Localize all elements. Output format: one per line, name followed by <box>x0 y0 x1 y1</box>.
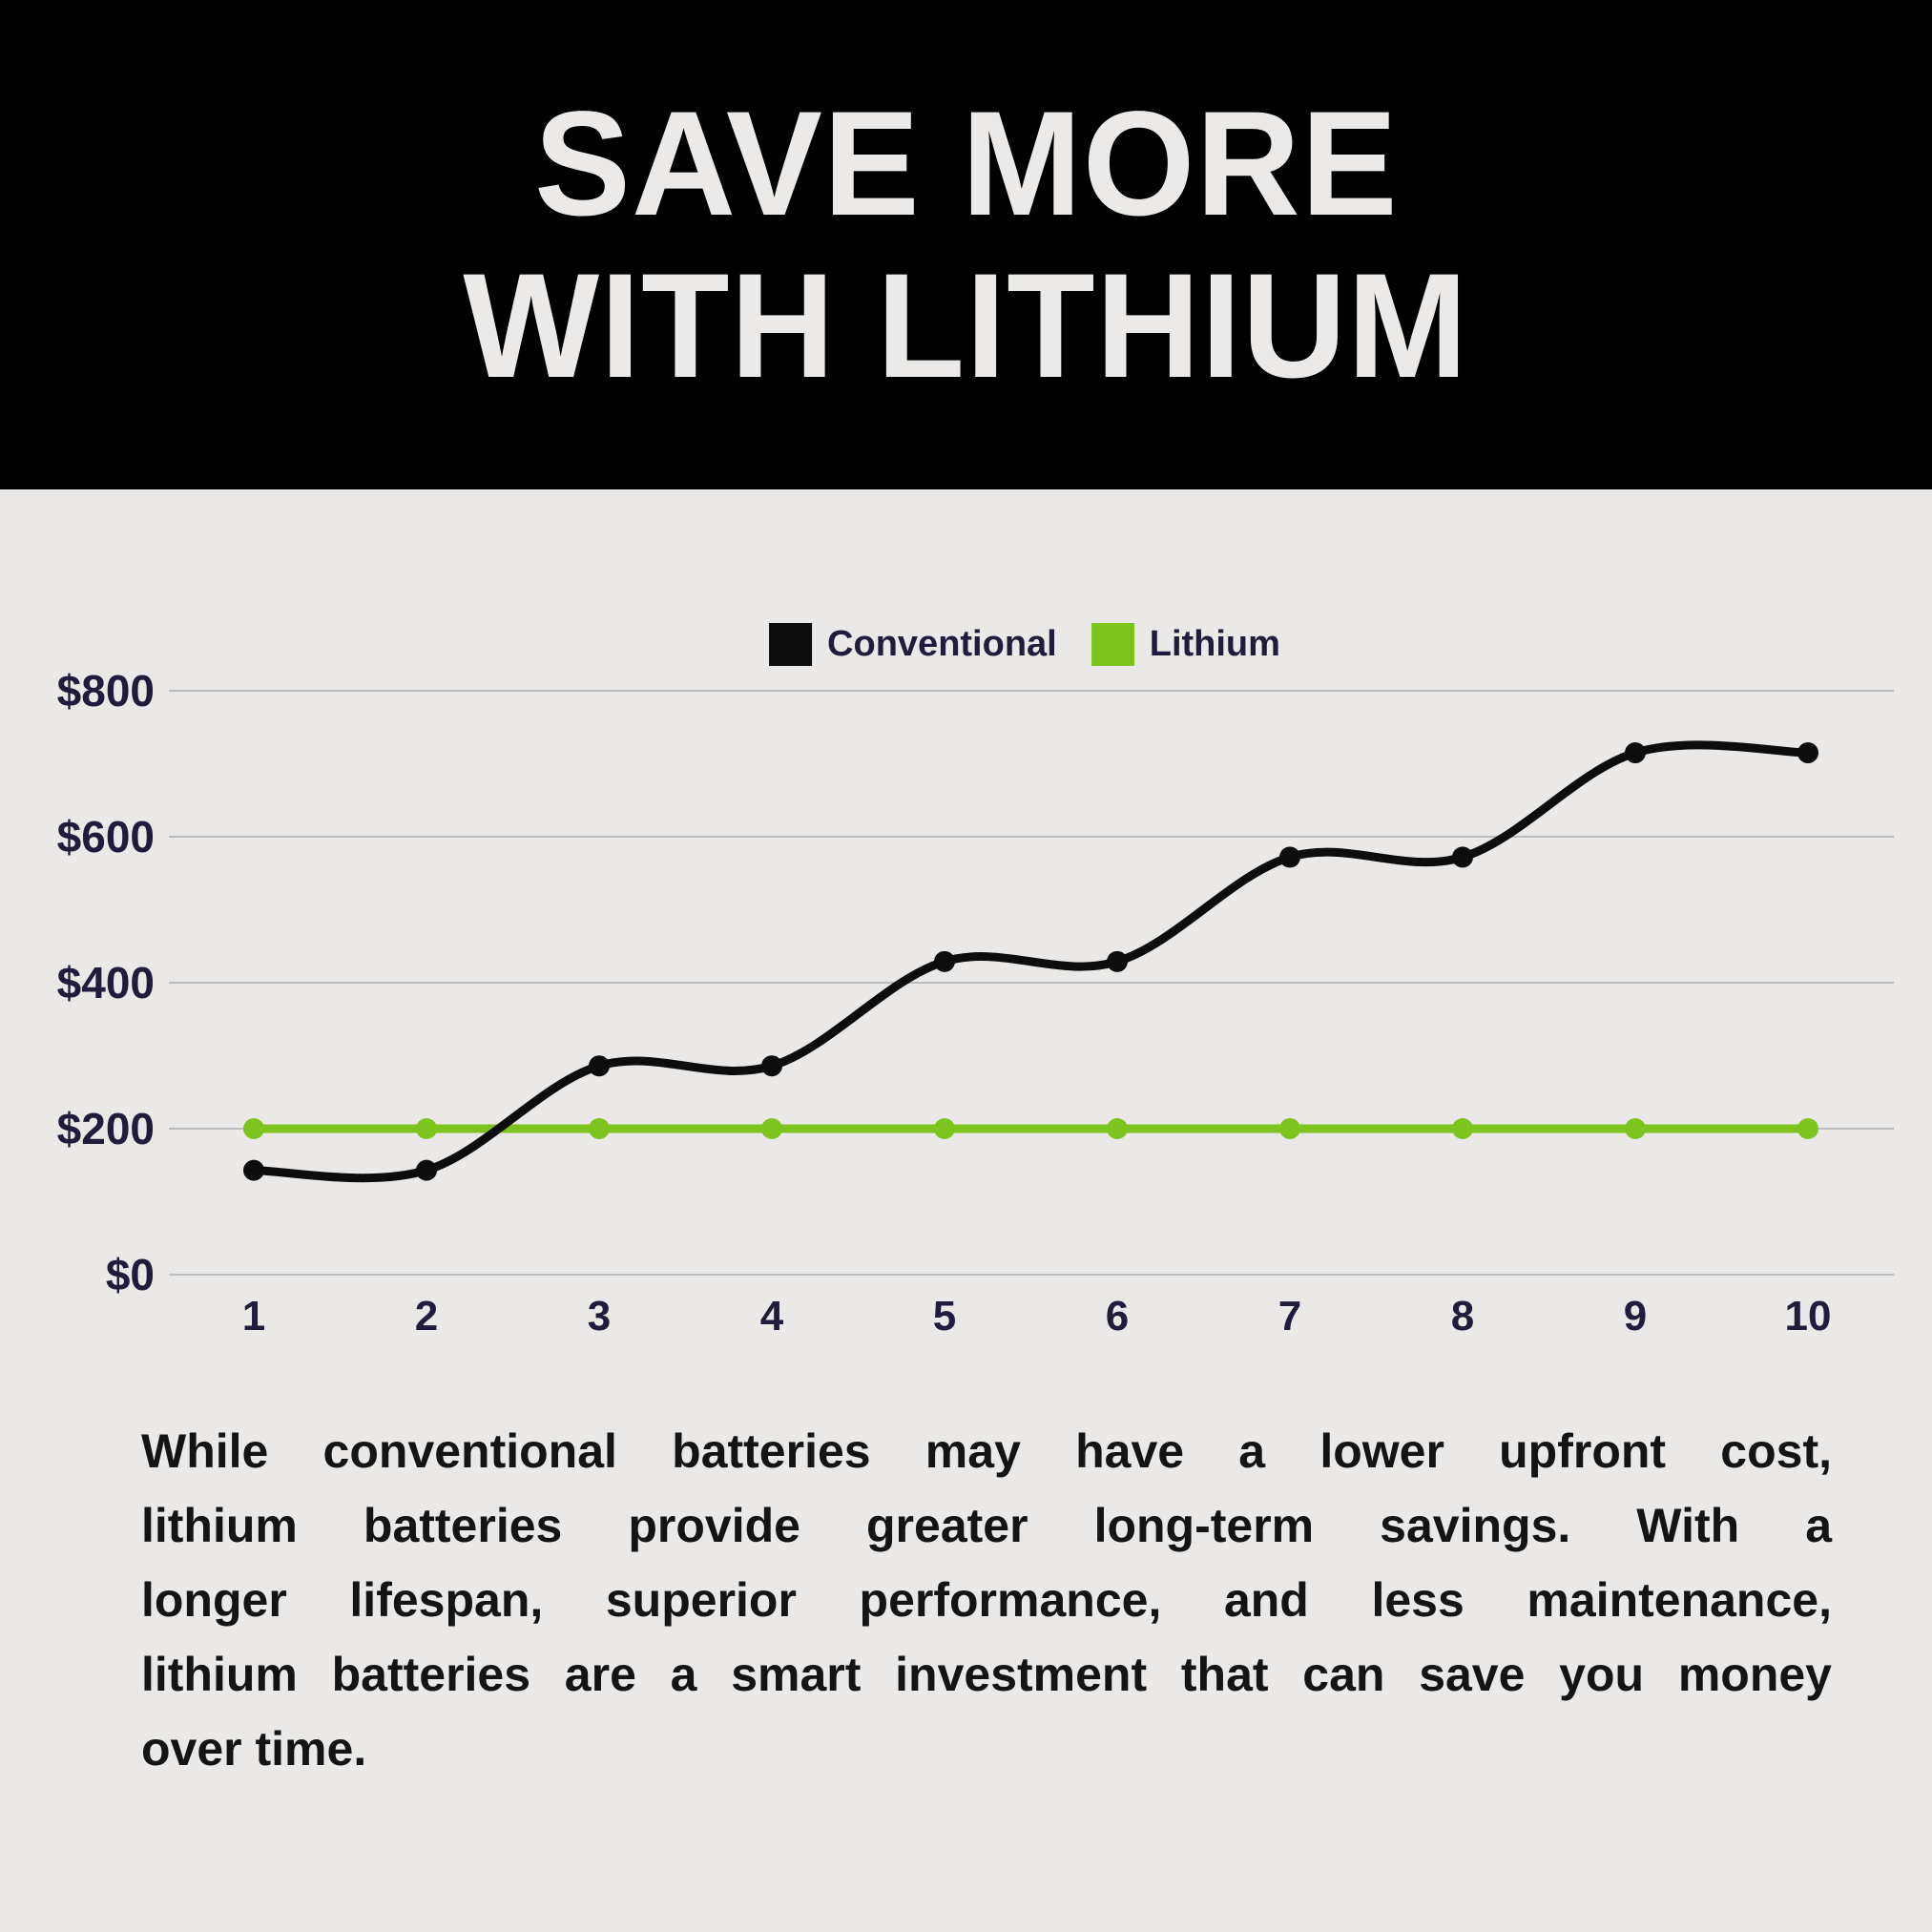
y-axis-tick-label: $0 <box>105 1250 155 1299</box>
conventional-data-point <box>1797 742 1818 764</box>
x-axis-tick-label: 1 <box>241 1293 266 1340</box>
body-text-line: While conventional batteries may have a … <box>141 1424 1832 1478</box>
conventional-data-point <box>1625 742 1646 764</box>
header-banner: SAVE MORE WITH LITHIUM <box>0 0 1932 489</box>
conventional-data-point <box>416 1159 437 1181</box>
x-axis-tick-label: 4 <box>759 1293 784 1340</box>
x-axis-tick-label: 7 <box>1278 1293 1302 1340</box>
conventional-color-swatch <box>769 623 813 666</box>
y-axis-tick-label: $400 <box>56 958 155 1008</box>
lithium-data-point <box>1107 1118 1128 1139</box>
conventional-data-point <box>761 1055 782 1077</box>
legend-item-conventional: Conventional <box>769 623 1057 666</box>
body-text-line: lithium batteries are a smart investment… <box>141 1648 1832 1701</box>
lithium-data-point <box>934 1118 955 1139</box>
body-text: While conventional batteries may have a … <box>141 1414 1832 1786</box>
page-title-line-1: SAVE MORE <box>533 80 1399 247</box>
x-axis-tick-label: 2 <box>414 1293 439 1340</box>
legend-label-lithium: Lithium <box>1149 624 1280 664</box>
lithium-data-point <box>243 1118 264 1139</box>
y-axis-tick-label: $600 <box>56 812 155 862</box>
conventional-data-point <box>1279 846 1300 868</box>
legend-item-lithium: Lithium <box>1091 623 1280 666</box>
body-text-line: over time. <box>141 1722 367 1776</box>
lithium-data-point <box>761 1118 782 1139</box>
x-axis-tick-label: 5 <box>932 1293 957 1340</box>
legend-label-conventional: Conventional <box>827 624 1057 664</box>
conventional-data-point <box>1107 950 1128 972</box>
x-axis-tick-label: 6 <box>1105 1293 1130 1340</box>
conventional-data-point <box>934 950 955 972</box>
lithium-color-swatch <box>1091 623 1134 666</box>
y-axis-tick-label: $800 <box>56 666 155 716</box>
lithium-data-point <box>1797 1118 1818 1139</box>
x-axis-tick-label: 8 <box>1450 1293 1475 1340</box>
body-text-line: lithium batteries provide greater long-t… <box>141 1499 1832 1552</box>
lithium-data-point <box>1452 1118 1473 1139</box>
lithium-data-point <box>1279 1118 1300 1139</box>
lithium-data-point <box>416 1118 437 1139</box>
x-axis-tick-label: 3 <box>587 1293 612 1340</box>
conventional-data-point <box>589 1055 610 1077</box>
x-axis-tick-label: 9 <box>1623 1293 1648 1340</box>
lithium-data-point <box>1625 1118 1646 1139</box>
x-axis-tick-label: 10 <box>1784 1293 1832 1340</box>
lithium-data-point <box>589 1118 610 1139</box>
chart-legend: Conventional Lithium <box>769 623 1280 666</box>
page-title-line-2: WITH LITHIUM <box>463 242 1469 409</box>
body-text-line: longer lifespan, superior performance, a… <box>141 1573 1832 1627</box>
conventional-data-point <box>1452 846 1473 868</box>
conventional-line <box>249 740 1813 1183</box>
conventional-data-point <box>243 1159 264 1181</box>
y-axis-tick-label: $200 <box>56 1104 155 1153</box>
